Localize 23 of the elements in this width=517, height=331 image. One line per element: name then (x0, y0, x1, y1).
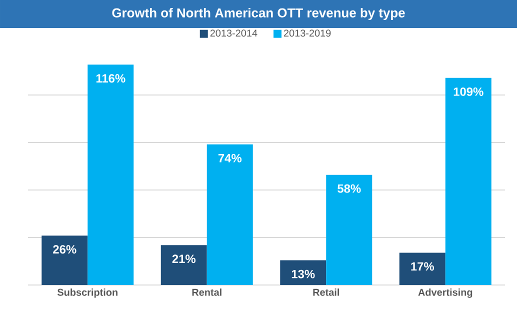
bar (326, 174, 372, 285)
legend-label: 2013-2014 (210, 30, 258, 37)
x-tick-label: Advertising (418, 288, 472, 298)
bar (206, 144, 253, 285)
bar (42, 236, 88, 285)
legend-label: 2013-2019 (284, 30, 331, 37)
data-label: 116% (96, 74, 126, 83)
bar (280, 260, 326, 285)
x-tick-label: Retail (313, 288, 339, 296)
bar (445, 78, 492, 285)
data-label: 21% (172, 254, 196, 264)
data-label: 109% (454, 87, 484, 96)
x-tick-label: Rental (192, 288, 222, 296)
bar (399, 252, 446, 285)
data-label: 17% (411, 262, 434, 271)
chart-title: Growth of North American OTT revenue by type (112, 8, 405, 20)
data-label: 74% (218, 154, 242, 162)
data-label: 13% (292, 270, 315, 278)
x-tick-label: Subscription (57, 288, 118, 298)
data-label: 26% (53, 245, 76, 254)
bar (88, 64, 134, 285)
data-label: 58% (338, 184, 361, 193)
bar (160, 245, 207, 285)
